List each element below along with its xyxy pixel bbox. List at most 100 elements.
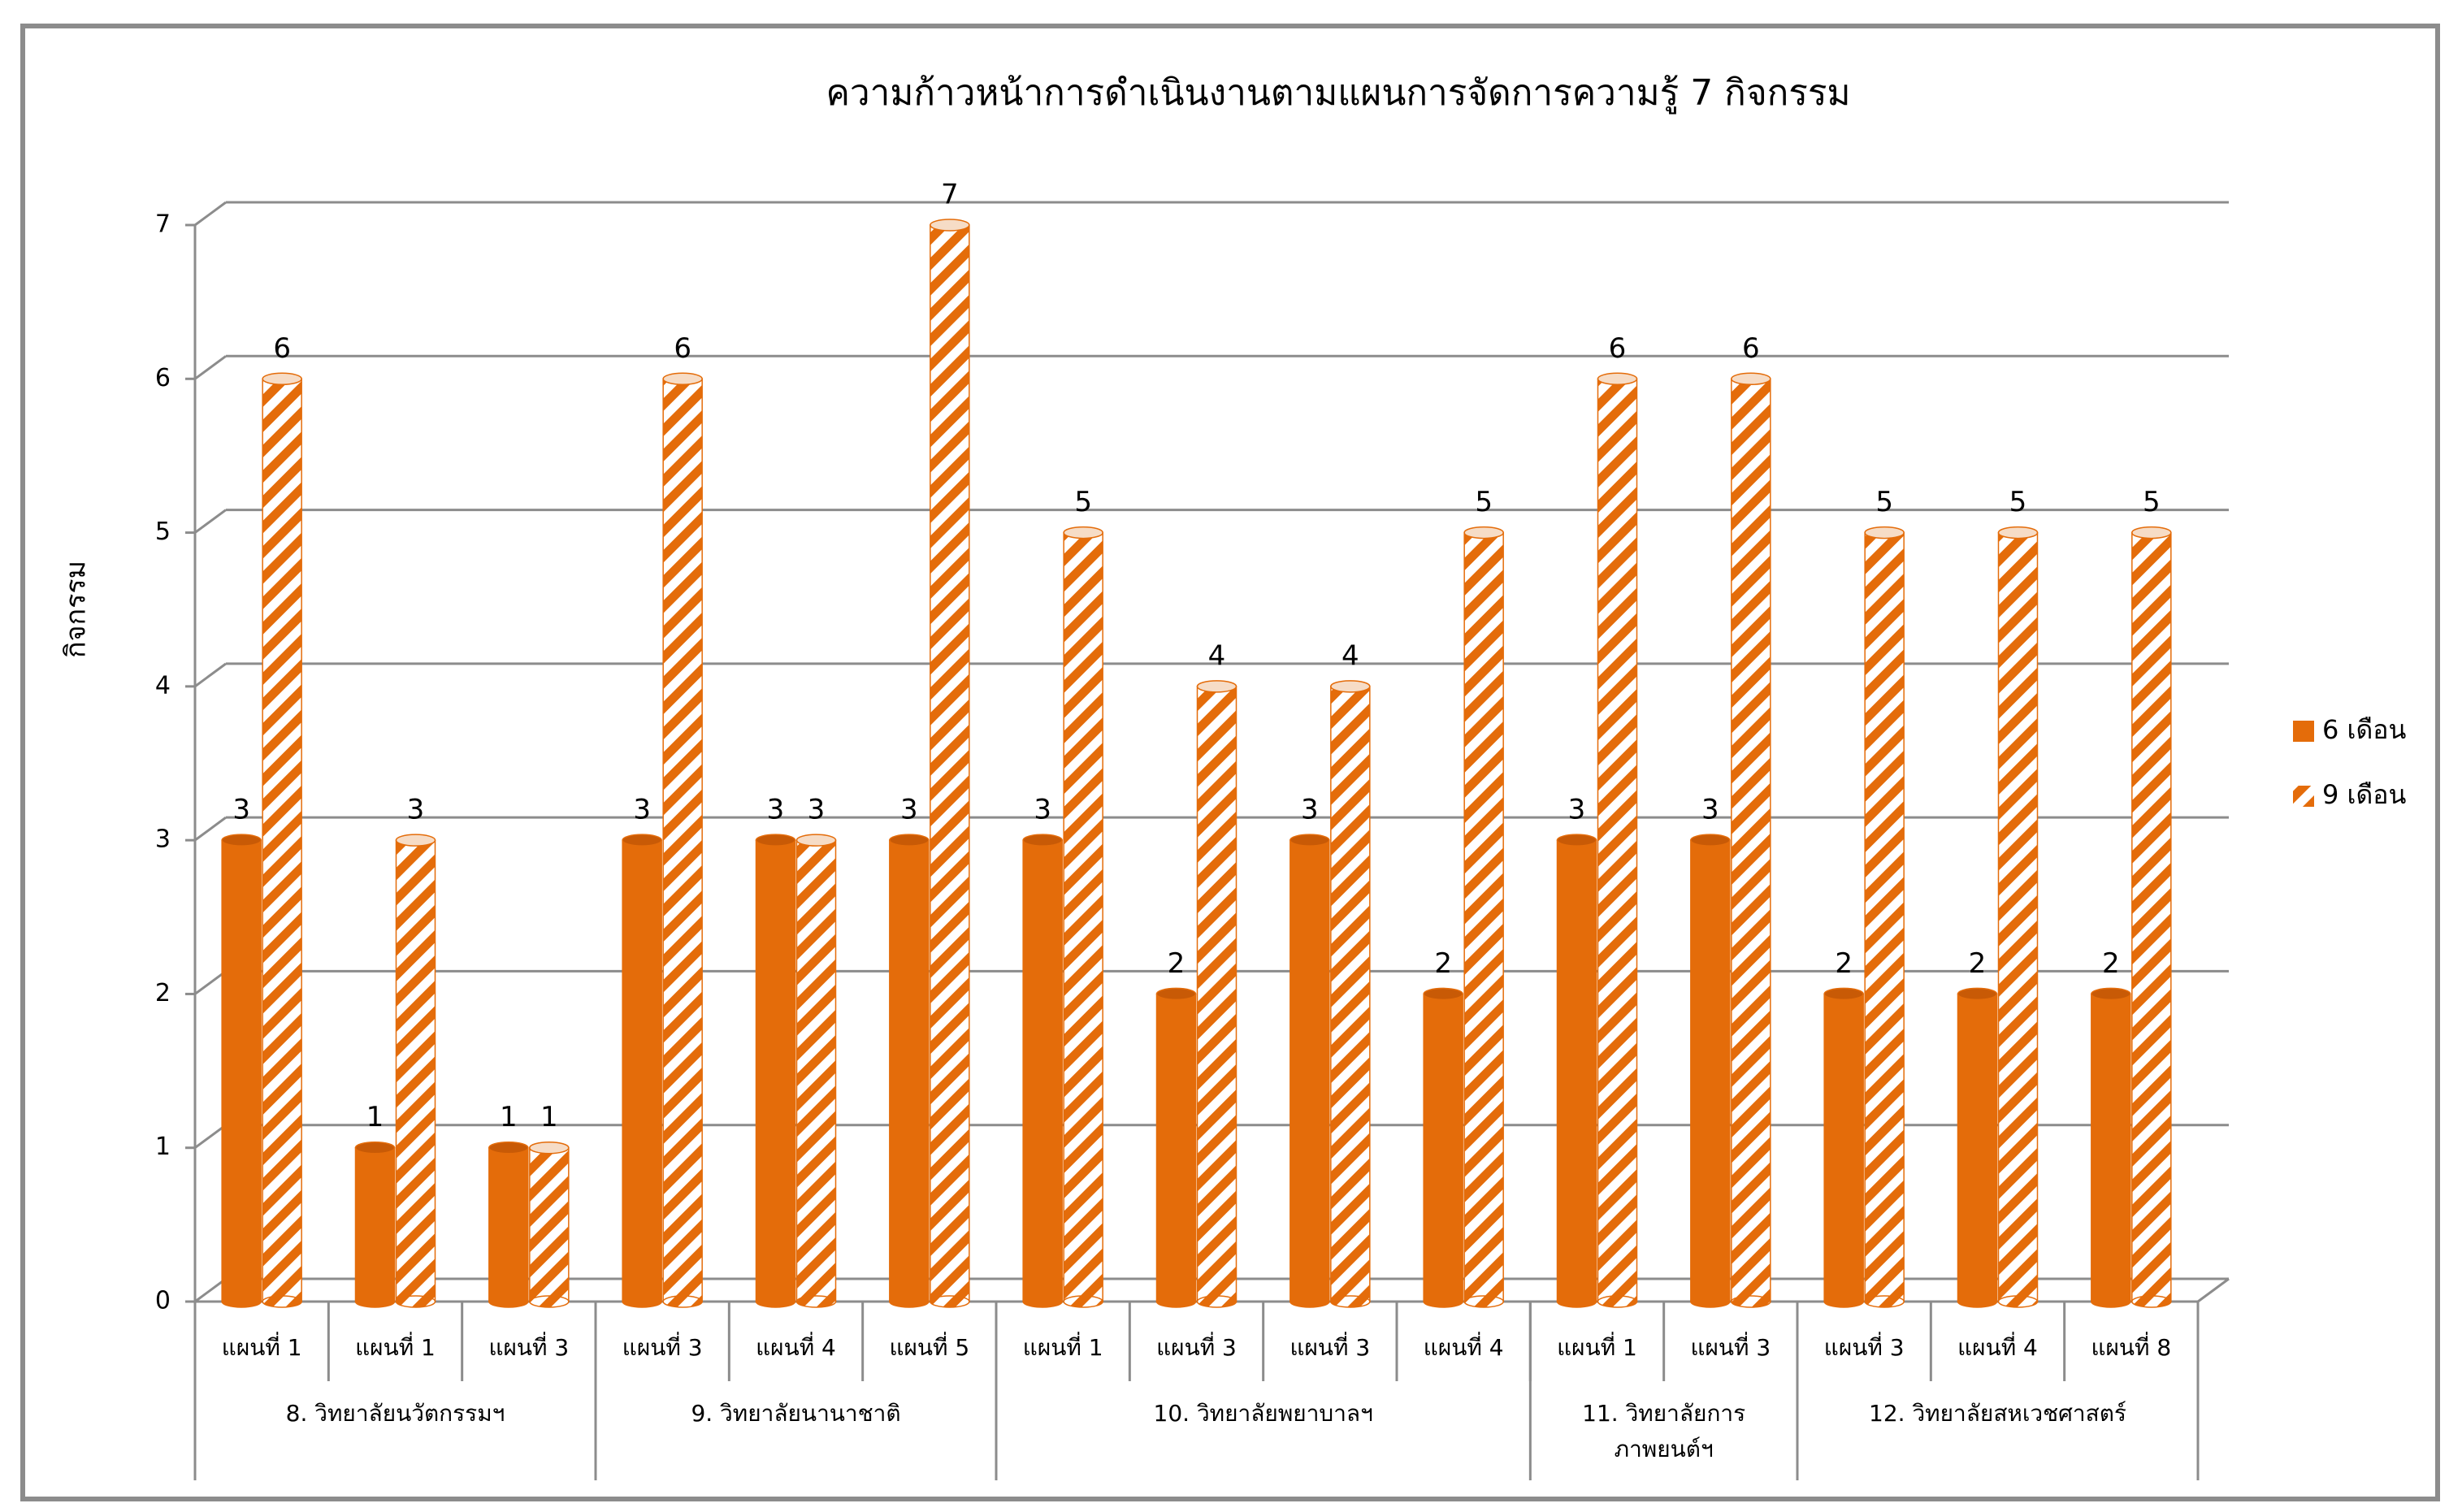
y-tick-label: 1 xyxy=(155,1133,171,1161)
bar-base xyxy=(1330,1295,1371,1308)
x-tick-label: แผนที่ 3 xyxy=(1156,1332,1237,1361)
bar xyxy=(1690,839,1731,1302)
x-tick-label: แผนที่ 4 xyxy=(1957,1332,2038,1361)
x-tick-label: แผนที่ 1 xyxy=(222,1332,302,1361)
data-label: 1 xyxy=(540,1101,558,1133)
bar-base xyxy=(1731,1295,1771,1308)
data-label: 2 xyxy=(1434,947,1452,980)
data-label: 5 xyxy=(2009,486,2027,518)
bar xyxy=(221,839,262,1302)
data-label: 5 xyxy=(1074,486,1092,518)
bar-base xyxy=(622,1295,662,1308)
bar-base xyxy=(1823,1295,1864,1308)
grid-line-side xyxy=(194,970,227,995)
data-label: 6 xyxy=(674,332,691,365)
grid-line-side xyxy=(194,1277,227,1303)
x-tick-label: แผนที่ 3 xyxy=(1290,1332,1370,1361)
x-tick-label: แผนที่ 8 xyxy=(2091,1332,2171,1361)
bar xyxy=(930,224,970,1302)
data-label: 3 xyxy=(1701,794,1719,826)
bar-cap xyxy=(622,834,662,847)
y-tick-label: 2 xyxy=(155,979,171,1007)
data-label: 3 xyxy=(767,794,785,826)
bar xyxy=(662,378,703,1302)
bar xyxy=(1330,686,1371,1302)
group-label: 11. วิทยาลัยการภาพยนต์ฯ xyxy=(1582,1400,1746,1462)
grid-line-side xyxy=(194,662,227,688)
bar xyxy=(889,839,930,1302)
bar xyxy=(622,839,662,1302)
bar-base xyxy=(1423,1295,1463,1308)
data-label: 6 xyxy=(273,332,291,365)
y-tick-label: 5 xyxy=(155,518,171,546)
x-tick-label: แผนที่ 4 xyxy=(1424,1332,1504,1361)
legend-swatch xyxy=(2293,721,2314,742)
bar-cap xyxy=(1556,834,1597,847)
bar-base xyxy=(1155,1295,1197,1308)
bar-base xyxy=(1290,1295,1330,1308)
bar-cap xyxy=(1330,680,1371,693)
bar xyxy=(1290,839,1330,1302)
bar-base xyxy=(795,1295,837,1308)
data-label: 3 xyxy=(633,794,651,826)
bar xyxy=(395,839,436,1302)
bar-cap xyxy=(1597,372,1638,386)
bar xyxy=(1063,531,1103,1302)
bar-base xyxy=(1022,1295,1063,1308)
y-tick-label: 7 xyxy=(155,210,171,239)
bar xyxy=(1463,531,1504,1302)
bar-cap xyxy=(1290,834,1330,847)
bar xyxy=(1022,839,1063,1302)
bar-cap xyxy=(488,1141,529,1155)
data-label: 3 xyxy=(232,794,250,826)
bar-base xyxy=(889,1295,930,1308)
group-label: 9. วิทยาลัยนานาชาติ xyxy=(691,1400,901,1427)
bar-cap xyxy=(354,1141,396,1155)
bar-base xyxy=(395,1295,436,1308)
data-label: 2 xyxy=(1969,947,1987,980)
bar-base xyxy=(2131,1295,2172,1308)
x-tick-label: แผนที่ 4 xyxy=(756,1332,836,1361)
bar-cap xyxy=(662,372,703,386)
group-label: 12. วิทยาลัยสหเวชศาสตร์ xyxy=(1869,1400,2126,1427)
grid-line-side xyxy=(194,509,227,534)
bar-base xyxy=(1997,1295,2039,1308)
bar-base xyxy=(930,1295,970,1308)
bar-cap xyxy=(1063,526,1103,539)
data-label: 3 xyxy=(900,794,918,826)
bar-cap xyxy=(1731,372,1771,386)
data-label: 6 xyxy=(1742,332,1760,365)
bar xyxy=(1423,993,1463,1302)
bar-base xyxy=(2091,1295,2131,1308)
data-label: 2 xyxy=(2102,947,2120,980)
data-label: 2 xyxy=(1835,947,1853,980)
data-label: 3 xyxy=(808,794,826,826)
bar-cap xyxy=(1463,526,1504,539)
bar-base xyxy=(1463,1295,1504,1308)
bar-cap xyxy=(1022,834,1063,847)
bar-cap xyxy=(1196,680,1238,693)
bar-base xyxy=(1690,1295,1731,1308)
bar-cap xyxy=(889,834,930,847)
frame xyxy=(20,24,2440,1501)
bar-cap xyxy=(1957,987,1998,1001)
bar-cap xyxy=(2131,526,2172,539)
bar-cap xyxy=(1997,526,2039,539)
data-label: 7 xyxy=(941,179,959,211)
bar xyxy=(1597,378,1638,1302)
bar xyxy=(1957,993,1998,1302)
bar-cap xyxy=(795,834,837,847)
bar xyxy=(795,839,837,1302)
data-label: 4 xyxy=(1342,639,1359,672)
grid-line-side xyxy=(194,201,227,227)
bar-cap xyxy=(1823,987,1864,1001)
legend-swatch xyxy=(2293,786,2314,807)
bar xyxy=(1155,993,1197,1302)
bar-cap xyxy=(930,219,970,232)
bar-base xyxy=(1957,1295,1998,1308)
x-axis-side xyxy=(2197,1277,2230,1303)
legend-label: 6 เดือน xyxy=(2322,714,2406,745)
grid-line-side xyxy=(194,816,227,842)
